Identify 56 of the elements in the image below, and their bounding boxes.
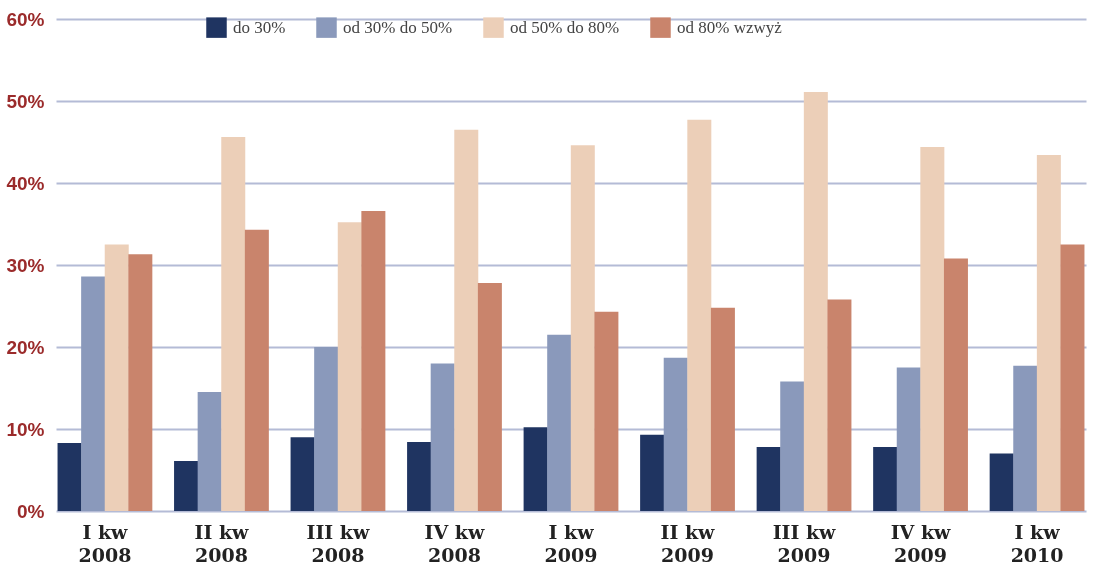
bar xyxy=(128,254,153,511)
x-tick-label: I kw 2010 xyxy=(1010,520,1064,566)
bar xyxy=(430,363,455,511)
bar xyxy=(640,434,665,511)
y-tick-label: 0% xyxy=(17,500,45,522)
bar xyxy=(361,210,386,511)
bar xyxy=(477,283,502,511)
bar xyxy=(943,258,968,511)
x-tick-label: III kw 2009 xyxy=(772,520,837,566)
legend-label: od 30% do 50% xyxy=(343,17,453,37)
bar xyxy=(687,119,712,511)
bar xyxy=(337,222,362,511)
bar xyxy=(221,137,246,511)
y-tick-label: 60% xyxy=(6,8,45,30)
y-tick-label: 40% xyxy=(6,172,45,194)
bar xyxy=(57,442,82,511)
bar xyxy=(104,244,129,511)
x-tick-label: II kw 2009 xyxy=(660,520,716,566)
legend-label: od 50% do 80% xyxy=(510,17,620,37)
bar xyxy=(570,145,595,511)
bar xyxy=(663,357,688,511)
bar xyxy=(710,307,735,511)
y-tick-label: 10% xyxy=(6,418,45,440)
bar xyxy=(896,367,921,511)
bar xyxy=(803,91,828,511)
legend-label: do 30% xyxy=(233,17,286,37)
bar xyxy=(290,437,315,511)
bar xyxy=(1036,155,1061,511)
y-tick-label: 20% xyxy=(6,336,45,358)
x-tick-label: IV kw 2009 xyxy=(890,520,952,566)
bar xyxy=(1013,365,1038,511)
bar xyxy=(547,334,572,511)
bar xyxy=(873,447,898,511)
x-tick-label: III kw 2008 xyxy=(306,520,370,566)
bar xyxy=(244,229,269,511)
bar xyxy=(594,311,619,511)
y-tick-label: 30% xyxy=(6,254,45,276)
bar xyxy=(523,427,548,511)
x-tick-label: I kw 2009 xyxy=(544,520,598,566)
bar xyxy=(197,392,222,511)
bar xyxy=(454,129,479,511)
bar xyxy=(989,453,1014,511)
x-tick-label: IV kw 2008 xyxy=(424,520,486,566)
bar xyxy=(1060,244,1085,511)
bar xyxy=(81,276,106,511)
y-tick-label: 50% xyxy=(6,90,45,112)
bar xyxy=(756,447,781,511)
bar xyxy=(920,146,945,511)
x-tick-label: I kw 2008 xyxy=(78,520,132,566)
bar xyxy=(174,460,199,511)
bar xyxy=(314,347,339,511)
x-tick-label: II kw 2008 xyxy=(194,520,250,566)
bar xyxy=(780,381,805,511)
bar xyxy=(407,442,432,511)
legend-label: od 80% wzwyż xyxy=(677,17,783,37)
bar xyxy=(827,299,852,511)
